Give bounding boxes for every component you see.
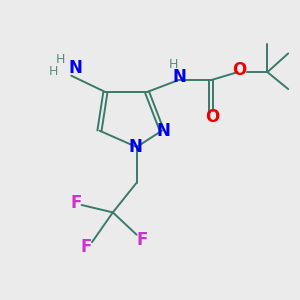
Text: F: F [70, 194, 82, 211]
Text: H: H [56, 53, 65, 66]
Text: N: N [128, 138, 142, 156]
Text: H: H [169, 58, 178, 71]
Text: F: F [136, 231, 148, 249]
Text: O: O [205, 108, 220, 126]
Text: H: H [49, 65, 58, 78]
Text: N: N [156, 122, 170, 140]
Text: F: F [80, 238, 92, 256]
Text: O: O [232, 61, 246, 79]
Text: N: N [173, 68, 187, 86]
Text: N: N [69, 59, 82, 77]
